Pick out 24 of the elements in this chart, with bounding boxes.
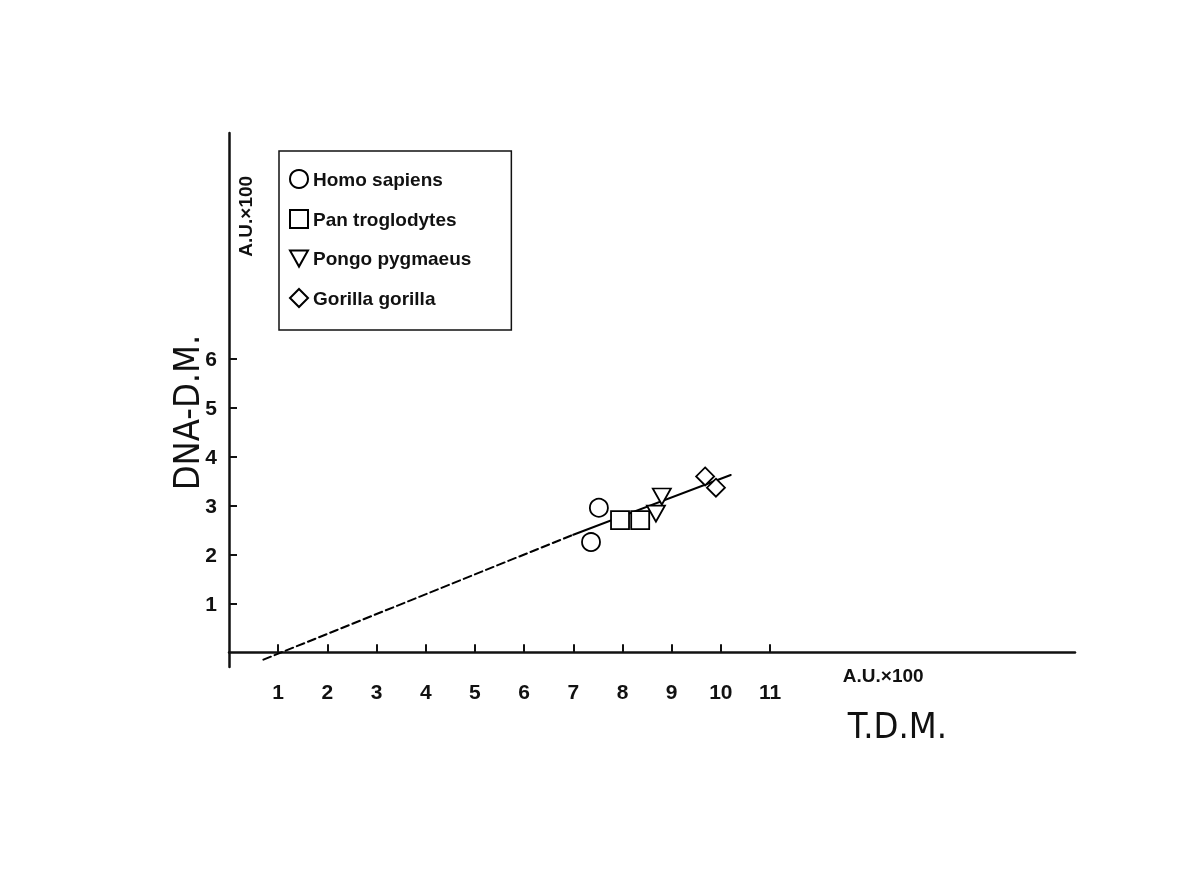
legend-label: Pongo pygmaeus <box>313 248 472 269</box>
x-tick-label: 11 <box>758 680 782 703</box>
y-tick-label: 5 <box>205 395 218 419</box>
x-tick-label: 2 <box>321 680 334 703</box>
x-tick-label: 1 <box>272 680 285 703</box>
x-tick-label: 4 <box>419 680 432 703</box>
legend-label: Gorilla gorilla <box>313 287 436 309</box>
y-tick-label: 6 <box>205 346 217 370</box>
annotation: A.U.×100 <box>842 665 924 687</box>
x-axis-title: T.D.M. <box>846 704 947 746</box>
y-tick-label: 3 <box>205 493 217 517</box>
y-tick-label: 1 <box>205 591 218 615</box>
y-tick-label: 2 <box>205 542 217 566</box>
y-tick-label: 4 <box>205 444 218 468</box>
x-tick-label: 8 <box>616 680 629 703</box>
x-tick-label: 10 <box>709 680 733 703</box>
legend-label: Homo sapiens <box>313 168 443 190</box>
annotation: A.U.×100 <box>235 175 256 257</box>
x-tick-label: 5 <box>469 680 482 703</box>
legend-label: Pan troglodytes <box>313 208 457 230</box>
x-tick-label: 3 <box>370 680 383 703</box>
x-tick-label: 7 <box>567 680 580 703</box>
x-tick-label: 6 <box>518 680 530 703</box>
x-tick-label: 9 <box>665 680 678 703</box>
